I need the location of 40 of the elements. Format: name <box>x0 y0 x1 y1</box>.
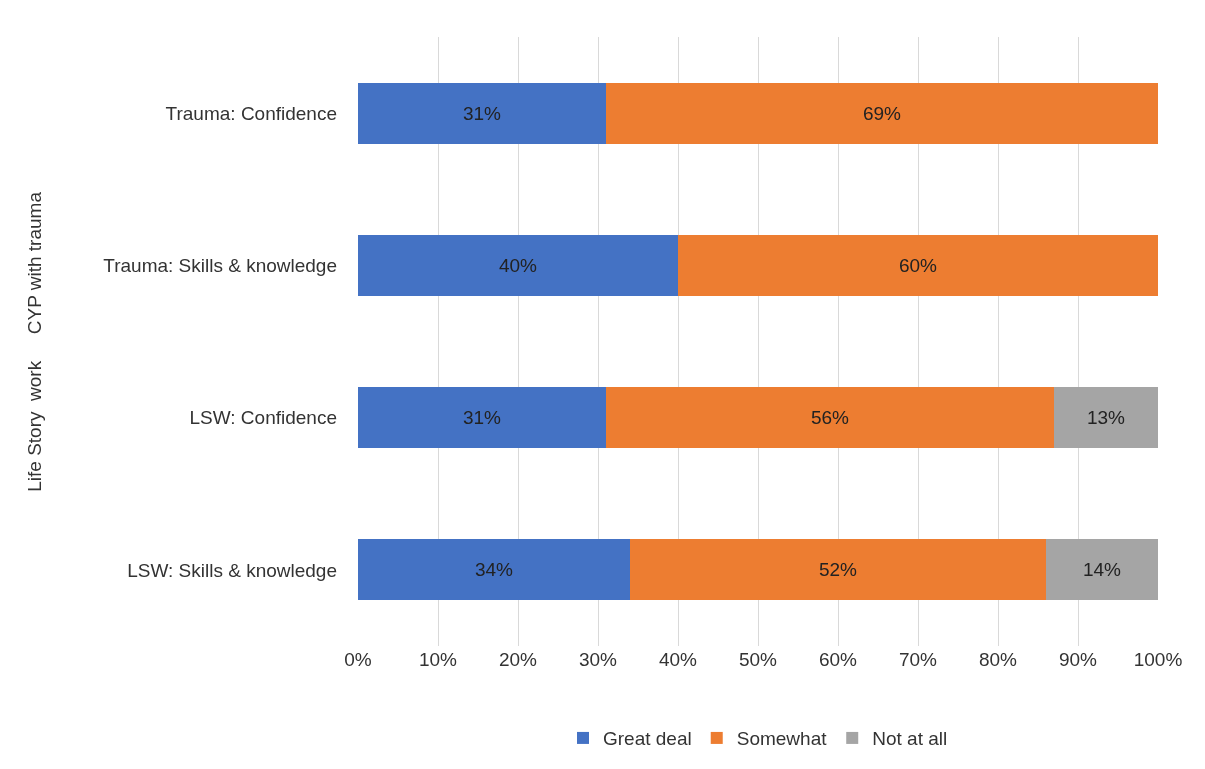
data-label: 52% <box>818 559 858 581</box>
data-label: 31% <box>462 407 502 429</box>
x-tick-label: 50% <box>738 649 778 670</box>
bar <box>358 387 606 449</box>
bar <box>606 387 1054 449</box>
y-tick-label: LSW: Confidence <box>189 407 337 429</box>
data-label: 60% <box>898 254 938 276</box>
bar <box>678 234 1158 296</box>
x-tick-label: 20% <box>498 649 538 670</box>
data-label: 31% <box>462 102 502 124</box>
data-label: 40% <box>498 254 538 276</box>
bar <box>358 539 630 601</box>
x-tick-label: 90% <box>1058 649 1098 670</box>
bar <box>630 539 1046 601</box>
x-tick-label: 40% <box>658 649 698 670</box>
bar <box>358 234 678 296</box>
legend-label: Somewhat <box>736 728 828 750</box>
data-label: 69% <box>862 102 902 124</box>
y-tick-label: Trauma: Skills & knowledge <box>103 255 337 277</box>
bar <box>1054 387 1158 449</box>
legend-label: Not at all <box>872 728 948 750</box>
x-tick-label: 70% <box>898 649 938 670</box>
x-tick-label: 0% <box>344 649 372 670</box>
x-tick-label: 100% <box>1133 649 1183 670</box>
data-label: 14% <box>1082 559 1122 581</box>
data-label: 56% <box>810 407 850 429</box>
text: Life Story work <box>24 360 46 492</box>
data-label: 13% <box>1086 407 1126 429</box>
legend-label: Great deal <box>603 728 692 750</box>
bar <box>606 82 1158 144</box>
bar <box>358 82 606 144</box>
x-tick-label: 80% <box>978 649 1018 670</box>
bar <box>1046 539 1158 601</box>
x-tick-label: 10% <box>418 649 458 670</box>
data-label: 34% <box>474 559 514 581</box>
text: CYP with trauma <box>23 191 45 335</box>
x-tick-label: 60% <box>818 649 858 670</box>
x-tick-label: 30% <box>578 649 618 670</box>
y-tick-label: Trauma: Confidence <box>165 102 337 124</box>
y-tick-label: LSW: Skills & knowledge <box>127 559 337 581</box>
